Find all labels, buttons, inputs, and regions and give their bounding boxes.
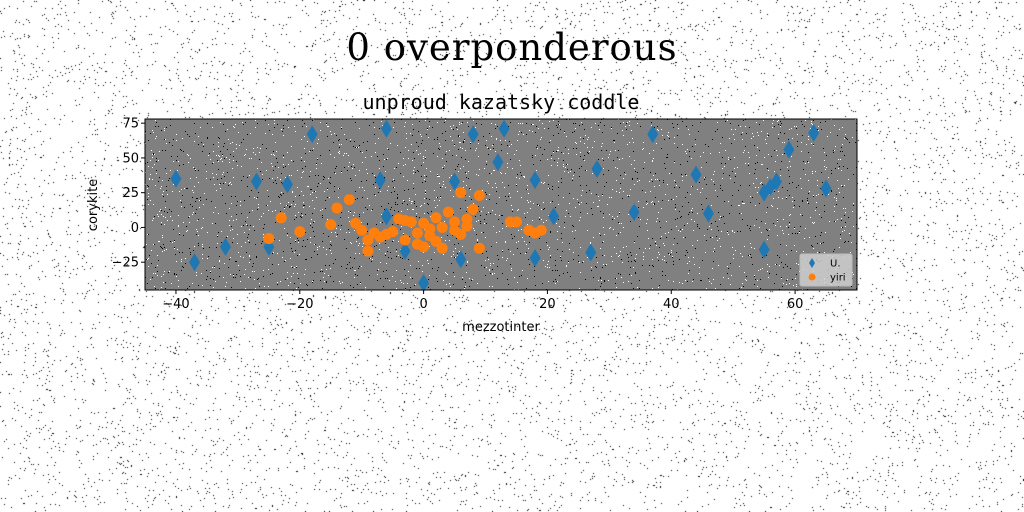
- data-point: [362, 245, 374, 257]
- y-tick-label: 75: [122, 117, 139, 132]
- data-point: [436, 221, 448, 233]
- data-point: [628, 203, 640, 222]
- data-point: [473, 189, 485, 201]
- data-point: [771, 172, 783, 191]
- data-point: [374, 171, 386, 190]
- data-point: [219, 237, 231, 256]
- data-point: [250, 172, 262, 191]
- data-point: [189, 253, 201, 272]
- y-tick-label: −25: [112, 256, 139, 271]
- chart-title: unproud kazatsky coddle: [363, 90, 640, 114]
- data-point: [325, 219, 337, 231]
- data-point: [455, 228, 467, 240]
- data-point: [467, 203, 479, 215]
- data-point: [455, 250, 467, 269]
- x-tick-label: 20: [539, 297, 556, 312]
- data-point: [492, 153, 504, 172]
- data-point: [449, 172, 461, 191]
- data-point: [380, 119, 392, 138]
- data-point: [170, 169, 182, 188]
- data-point: [449, 216, 461, 228]
- data-point: [294, 226, 306, 238]
- data-point: [529, 171, 541, 190]
- data-point: [380, 207, 392, 226]
- legend: U. yiri: [799, 253, 853, 287]
- data-point: [702, 204, 714, 223]
- data-point: [442, 206, 454, 218]
- plot-area: [145, 119, 857, 290]
- y-tick-label: 50: [122, 151, 139, 166]
- data-point: [275, 212, 287, 224]
- data-point: [808, 123, 820, 142]
- data-point: [461, 213, 473, 225]
- legend-label: U.: [830, 259, 841, 270]
- figure-suptitle: 0 overponderous: [346, 26, 678, 69]
- x-tick-label: 0: [419, 297, 427, 312]
- series-2: [263, 187, 547, 257]
- data-point: [758, 240, 770, 259]
- data-point: [399, 234, 411, 246]
- data-point: [387, 226, 399, 238]
- data-point: [306, 125, 318, 144]
- data-point: [436, 242, 448, 254]
- data-point: [467, 125, 479, 144]
- data-point: [343, 194, 355, 206]
- data-point: [281, 175, 293, 194]
- series-1: [170, 119, 832, 293]
- legend-label: yiri: [830, 273, 846, 284]
- data-point: [591, 160, 603, 179]
- x-tick-label: 40: [663, 297, 680, 312]
- data-point: [399, 242, 411, 261]
- data-point: [424, 223, 436, 235]
- data-point: [455, 187, 467, 199]
- data-point: [263, 233, 275, 245]
- y-tick-label: 25: [122, 186, 139, 201]
- data-point: [529, 249, 541, 268]
- x-tick-label: 60: [787, 297, 804, 312]
- data-point: [405, 216, 417, 228]
- data-point: [690, 165, 702, 184]
- data-point: [548, 207, 560, 226]
- data-point: [473, 242, 485, 254]
- y-axis-label: corykite: [86, 179, 101, 231]
- data-point: [418, 241, 430, 253]
- axes-frame: [144, 118, 858, 291]
- x-axis-label: mezzotinter: [462, 320, 540, 335]
- x-tick-label: −40: [162, 297, 189, 312]
- y-tick-label: 0: [131, 221, 139, 236]
- data-point: [783, 140, 795, 159]
- data-point: [647, 125, 659, 144]
- data-point: [418, 274, 430, 293]
- legend-marker: [808, 273, 816, 281]
- data-point: [535, 224, 547, 236]
- legend-marker: [809, 258, 815, 268]
- x-tick-label: −20: [286, 297, 313, 312]
- data-point: [510, 216, 522, 228]
- data-point: [430, 212, 442, 224]
- data-point: [820, 179, 832, 198]
- data-point: [498, 119, 510, 138]
- data-point: [356, 224, 368, 236]
- data-point: [411, 227, 423, 239]
- data-point: [331, 202, 343, 214]
- data-point: [585, 243, 597, 262]
